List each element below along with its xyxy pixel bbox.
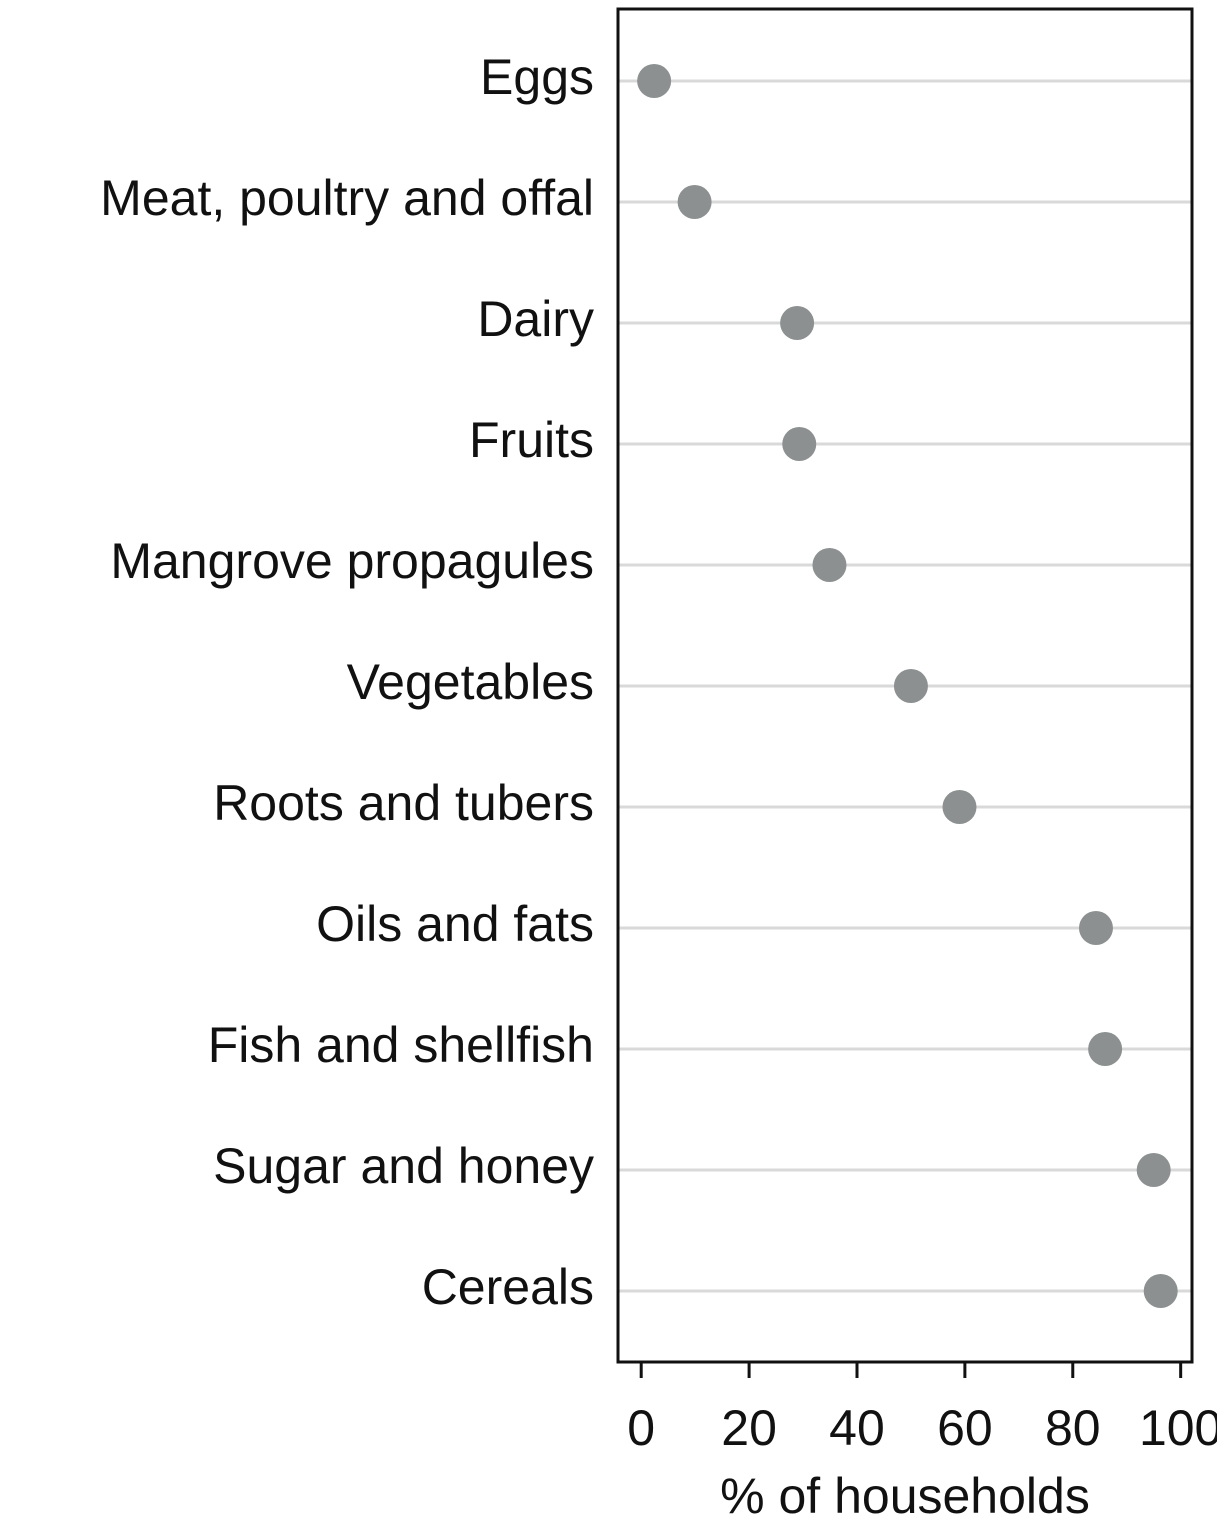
dot (677, 185, 712, 219)
dot (812, 548, 847, 582)
y-tick-label: Mangrove propagules (110, 533, 594, 589)
y-tick-label: Oils and fats (316, 896, 594, 952)
x-axis-title: % of households (720, 1468, 1090, 1524)
y-tick-label: Meat, poultry and offal (100, 170, 594, 226)
y-tick-label: Fruits (469, 412, 594, 468)
y-tick-label: Fish and shellfish (208, 1017, 594, 1073)
x-tick-label: 60 (937, 1400, 993, 1456)
y-tick-label: Roots and tubers (213, 775, 594, 831)
x-tick-label: 100 (1139, 1400, 1217, 1456)
dot (893, 669, 928, 703)
x-tick-label: 0 (627, 1400, 655, 1456)
dot (780, 306, 815, 340)
dot (1136, 1153, 1171, 1187)
plot-frame (616, 7, 1194, 1364)
dot (782, 427, 817, 461)
dot (637, 64, 672, 98)
y-tick-label: Vegetables (347, 654, 594, 710)
x-tick-label: 80 (1045, 1400, 1101, 1456)
dot (1143, 1274, 1178, 1308)
dot (1078, 911, 1113, 945)
dot (942, 790, 977, 824)
y-tick-label: Eggs (480, 49, 594, 105)
dot (1088, 1032, 1123, 1066)
x-tick-label: 40 (829, 1400, 885, 1456)
y-tick-label: Cereals (422, 1259, 594, 1315)
y-tick-label: Sugar and honey (213, 1138, 594, 1194)
x-tick-label: 20 (721, 1400, 777, 1456)
y-tick-label: Dairy (477, 291, 594, 347)
